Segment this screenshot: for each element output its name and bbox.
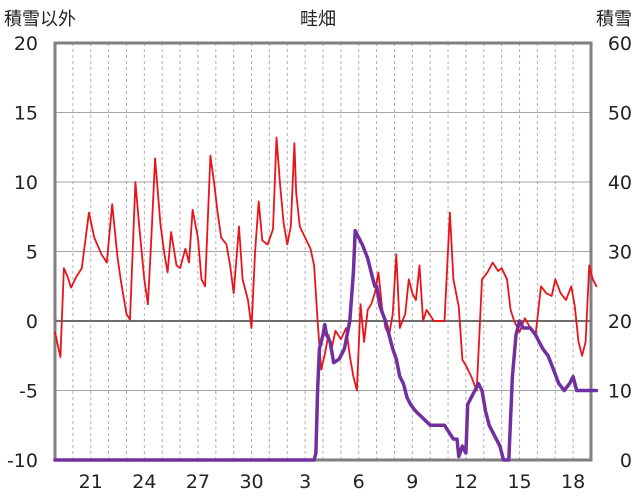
- left-axis-ticks: -10 -5 0 5 10 15 20: [7, 33, 38, 472]
- left-tick-label: 15: [14, 103, 38, 125]
- left-axis-title: 積雪以外: [4, 9, 76, 30]
- right-axis-title: 積雪: [596, 9, 632, 30]
- x-tick-label: 18: [561, 471, 585, 493]
- right-tick-label: 30: [608, 242, 632, 264]
- left-tick-label: -5: [19, 381, 38, 403]
- x-tick-label: 12: [454, 471, 478, 493]
- right-tick-label: 0: [620, 450, 632, 472]
- horizontal-grid: [55, 112, 591, 391]
- plot-frame: [53, 41, 593, 462]
- left-tick-label: 5: [26, 242, 38, 264]
- x-tick-label: 27: [186, 471, 210, 493]
- right-tick-label: 20: [608, 311, 632, 333]
- left-tick-label: 20: [14, 33, 38, 55]
- left-tick-label: -10: [7, 450, 38, 472]
- right-tick-label: 60: [608, 33, 632, 55]
- right-tick-label: 50: [608, 103, 632, 125]
- chart-title: 畦畑: [300, 9, 336, 30]
- left-tick-label: 10: [14, 172, 38, 194]
- series-layer: [53, 136, 599, 462]
- left-tick-label: 0: [26, 311, 38, 333]
- x-tick-label: 9: [406, 471, 418, 493]
- right-tick-label: 10: [608, 381, 632, 403]
- x-tick-label: 15: [507, 471, 531, 493]
- x-tick-label: 21: [79, 471, 103, 493]
- x-tick-label: 30: [239, 471, 263, 493]
- x-axis-ticks: 21 24 27 30 3 6 9 12 15 18: [79, 471, 586, 493]
- non-snow-series-line: [54, 136, 598, 392]
- x-tick-label: 24: [132, 471, 156, 493]
- x-tick-label: 3: [299, 471, 311, 493]
- snow-depth-series-line: [53, 228, 599, 462]
- right-tick-label: 40: [608, 172, 632, 194]
- right-axis-ticks: 0 10 20 30 40 50 60: [608, 33, 632, 472]
- x-tick-label: 6: [353, 471, 365, 493]
